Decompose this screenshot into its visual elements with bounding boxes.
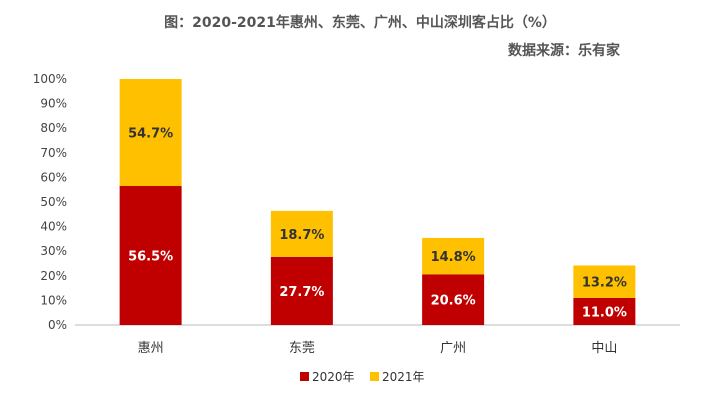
bar-2021年 bbox=[573, 265, 636, 298]
y-tick-label: 20% bbox=[40, 269, 67, 283]
data-label: 27.7% bbox=[279, 285, 324, 300]
bar-2020年 bbox=[422, 274, 485, 325]
data-label: 13.2% bbox=[582, 276, 627, 291]
bar-2021年 bbox=[270, 210, 333, 257]
legend-label: 2021年 bbox=[382, 370, 425, 384]
x-tick-label: 惠州 bbox=[138, 341, 164, 356]
data-label: 56.5% bbox=[128, 250, 173, 265]
data-label: 11.0% bbox=[582, 305, 627, 320]
x-tick-label: 中山 bbox=[591, 341, 617, 356]
y-tick-label: 80% bbox=[40, 121, 67, 135]
bar-2020年 bbox=[573, 297, 636, 325]
bar-2021年 bbox=[119, 79, 182, 187]
data-label: 14.8% bbox=[431, 250, 476, 265]
bar-2021年 bbox=[422, 237, 485, 275]
y-tick-label: 90% bbox=[40, 97, 67, 111]
bar-2020年 bbox=[270, 256, 333, 325]
x-tick-label: 东莞 bbox=[289, 341, 315, 356]
data-label: 20.6% bbox=[431, 294, 476, 309]
y-tick-label: 50% bbox=[40, 195, 67, 209]
y-tick-label: 40% bbox=[40, 220, 67, 234]
legend-swatch bbox=[300, 372, 309, 381]
y-tick-label: 30% bbox=[40, 244, 67, 258]
data-label: 18.7% bbox=[279, 228, 324, 243]
y-tick-label: 60% bbox=[40, 170, 67, 184]
x-tick-label: 广州 bbox=[440, 341, 466, 356]
chart-source: 数据来源：乐有家 bbox=[508, 43, 620, 59]
data-label: 54.7% bbox=[128, 127, 173, 142]
chart-title: 图：2020-2021年惠州、东莞、广州、中山深圳客占比（%） bbox=[164, 15, 556, 31]
y-tick-label: 70% bbox=[40, 146, 67, 160]
bar-2020年 bbox=[119, 186, 182, 325]
legend-label: 2020年 bbox=[312, 370, 355, 384]
y-tick-label: 100% bbox=[33, 72, 67, 86]
y-tick-label: 0% bbox=[48, 318, 67, 332]
legend-swatch bbox=[370, 372, 379, 381]
y-tick-label: 10% bbox=[40, 293, 67, 307]
